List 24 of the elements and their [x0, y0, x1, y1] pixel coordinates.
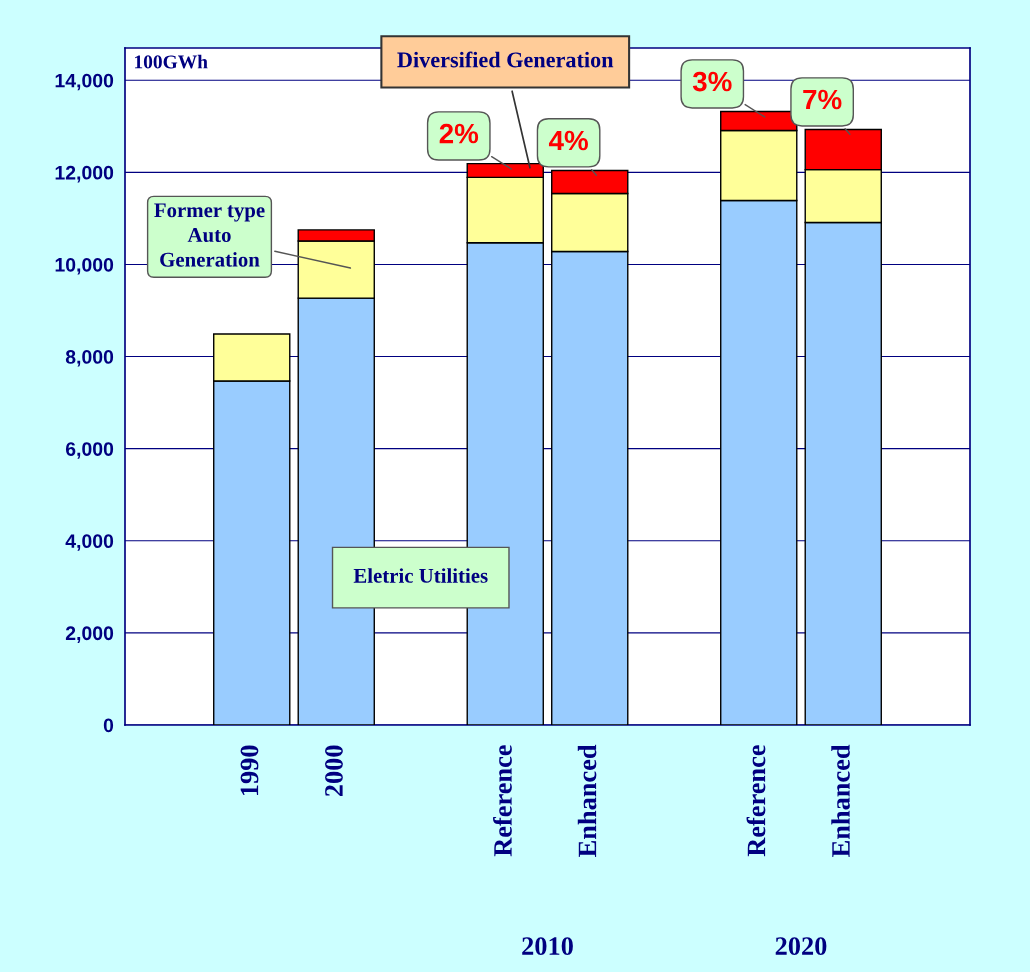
x-tick-label: Reference	[746, 745, 766, 857]
y-tick-label: 10,000	[55, 257, 114, 275]
annotation: 7%	[803, 89, 842, 110]
annotation: 2%	[439, 123, 479, 144]
y-tick-label: 2,000	[65, 626, 114, 643]
x-tick-label: 1990	[240, 745, 259, 796]
y-tick-label: 14,000	[55, 73, 114, 91]
y-tick-label: 8,000	[65, 350, 114, 367]
x-tick-label: Reference	[493, 745, 512, 857]
annotation: 3%	[692, 71, 732, 92]
annotation: 4%	[548, 130, 588, 151]
y-tick-label: 0	[103, 718, 114, 733]
y-tick-label: 4,000	[65, 534, 114, 551]
text: Diversified Generation	[397, 51, 614, 68]
series-label: Eletric Utilities	[353, 568, 488, 583]
text: 2010	[522, 937, 573, 956]
text: 2020	[775, 937, 827, 956]
y-tick-label: 12,000	[55, 165, 114, 183]
series-label: Former type Auto Generation	[154, 203, 265, 267]
x-tick-label: Enhanced	[577, 744, 597, 857]
y-axis-title: 100GWh	[135, 54, 208, 69]
x-tick-label: Enhanced	[831, 744, 850, 857]
x-tick-label: 2000	[325, 745, 343, 797]
y-tick-label: 6,000	[65, 442, 114, 459]
